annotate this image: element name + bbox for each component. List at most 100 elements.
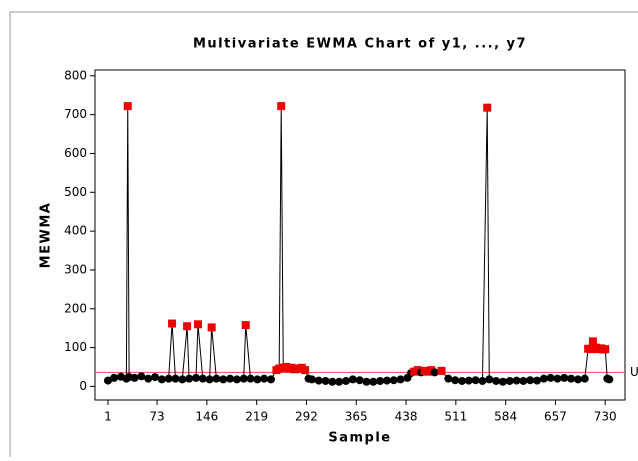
data-point [164,374,173,383]
alarm-point [241,321,250,330]
alarm-point [207,323,216,332]
alarm-point [168,319,177,328]
data-point [457,376,466,385]
x-tick-label: 219 [245,410,268,424]
x-tick-label: 584 [494,410,517,424]
data-point [253,375,262,384]
data-point [376,376,385,385]
data-point [471,376,480,385]
data-point [226,374,235,383]
data-point [212,374,221,383]
alarm-point [437,366,446,375]
y-tick-label: 800 [64,68,87,82]
data-point [151,373,160,382]
data-point [539,374,548,383]
data-point [580,374,589,383]
x-tick-label: 365 [345,410,368,424]
data-point [198,374,207,383]
x-tick-label: 511 [444,410,467,424]
data-point [430,368,439,377]
data-point [512,376,521,385]
alarm-point [183,322,192,331]
data-point [485,375,494,384]
plot-area [94,69,626,401]
data-point [239,374,248,383]
x-tick-label: 292 [295,410,318,424]
data-point [560,373,569,382]
chart-title: Multivariate EWMA Chart of y1, ..., y7 [193,37,527,52]
x-tick-label: 438 [395,410,418,424]
data-point [382,376,391,385]
data-point [348,375,357,384]
data-point [546,373,555,382]
alarm-point [275,364,284,373]
alarm-point [193,320,202,329]
x-tick-label: 1 [104,410,112,424]
data-point [246,374,255,383]
data-point [307,375,316,384]
data-point [567,374,576,383]
alarm-point [277,102,286,111]
alarm-point [483,103,492,112]
data-point [205,375,214,384]
data-point [519,376,528,385]
data-point [369,377,378,386]
data-point [328,377,337,386]
alarm-point [123,102,132,111]
data-point [266,375,275,384]
data-point [144,374,153,383]
data-point [314,376,323,385]
data-point [321,376,330,385]
alarm-point [601,345,610,354]
alarm-point [588,337,597,346]
data-point [185,374,194,383]
data-point [335,377,344,386]
data-point [464,376,473,385]
data-point [130,373,139,382]
data-point [553,374,562,383]
y-axis-label: MEWMA [39,202,54,269]
x-tick-label: 73 [149,410,164,424]
alarm-point [586,345,595,354]
y-tick-label: 700 [64,107,87,121]
data-point [492,376,501,385]
x-tick-label: 657 [544,410,567,424]
data-point [191,373,200,382]
y-tick-label: 200 [64,301,87,315]
x-tick-label: 730 [594,410,617,424]
x-axis-label: Sample [328,431,391,446]
data-point [389,376,398,385]
data-point [362,377,371,386]
y-tick-label: 500 [64,185,87,199]
data-point [232,375,241,384]
alarm-point [413,366,422,375]
y-tick-label: 300 [64,262,87,276]
y-tick-label: 100 [64,340,87,354]
data-point [444,374,453,383]
data-point [103,376,112,385]
data-point [110,373,119,382]
data-point [478,376,487,385]
data-point [505,376,514,385]
data-point [498,377,507,386]
data-point [171,374,180,383]
y-tick-label: 600 [64,146,87,160]
x-tick-label: 146 [195,410,218,424]
data-point [573,375,582,384]
y-tick-label: 0 [79,379,87,393]
data-point [178,375,187,384]
data-point [533,376,542,385]
data-point [342,376,351,385]
ucl-label: U [630,365,638,379]
alarm-point [427,366,436,375]
data-point [157,375,166,384]
data-point [355,376,364,385]
data-point [219,375,228,384]
data-point [451,376,460,385]
data-point [605,375,614,384]
alarm-point [301,366,310,375]
y-tick-label: 400 [64,224,87,238]
data-point [137,372,146,381]
data-point [260,374,269,383]
